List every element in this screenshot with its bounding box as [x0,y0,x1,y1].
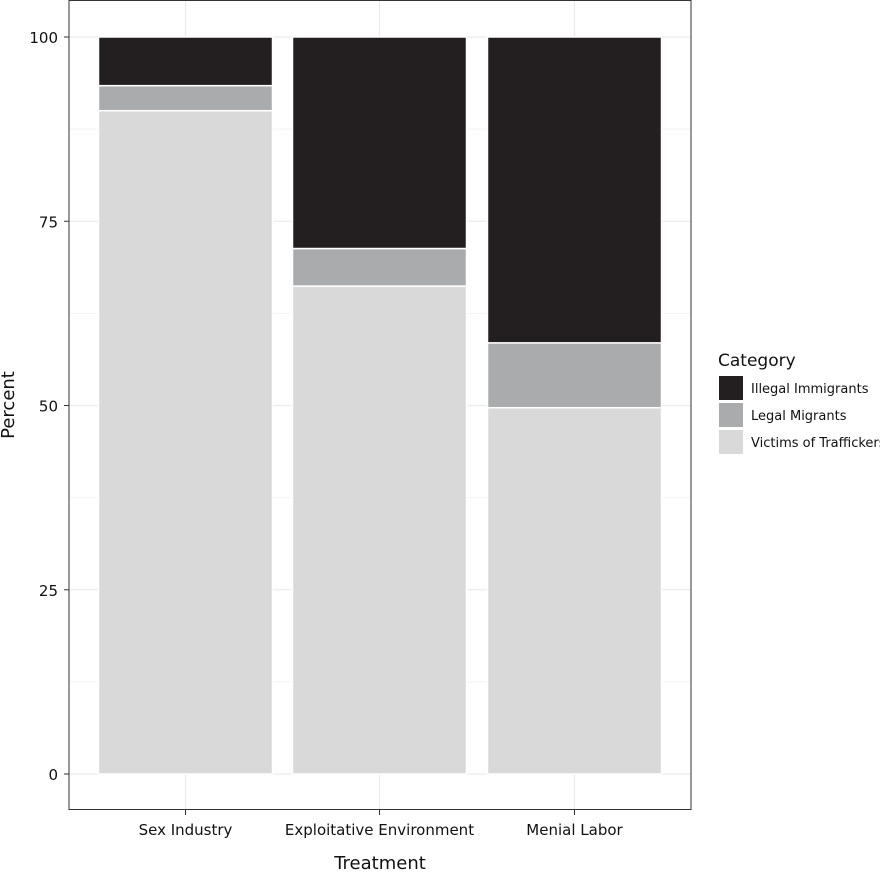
y-tick-label: 100 [29,29,58,47]
legend-swatch [719,376,743,400]
bar-segment-legal-migrants [486,342,663,409]
bars [97,36,663,775]
y-axis-title: Percent [0,371,19,439]
bar-segment-victims-of-traffickers [291,285,468,775]
bar-segment-illegal-immigrants [97,36,274,87]
y-axis: 0 25 50 75 100 [29,29,69,784]
x-axis-title: Treatment [333,853,426,870]
x-tick-label: Sex Industry [139,821,233,839]
bar-segment-legal-migrants [97,84,274,112]
y-tick-label: 75 [39,213,58,231]
legend-label: Victims of Traffickers [751,436,880,451]
bar-segment-illegal-immigrants [486,36,663,344]
legend-swatch [719,403,743,427]
bar-segment-illegal-immigrants [291,36,468,250]
legend: Category Illegal Immigrants Legal Migrant… [718,351,880,454]
bar-segment-victims-of-traffickers [486,406,663,775]
x-tick-label: Menial Labor [526,821,623,839]
legend-title: Category [718,351,796,371]
y-tick-label: 50 [39,398,58,416]
bar-segment-legal-migrants [291,247,468,287]
bar-segment-victims-of-traffickers [97,109,274,775]
x-tick-label: Exploitative Environment [285,821,474,839]
y-tick-label: 25 [39,582,58,600]
x-axis: Sex Industry Exploitative Environment Meni… [139,810,624,839]
legend-swatch [719,430,743,454]
legend-label: Illegal Immigrants [751,382,869,397]
legend-label: Legal Migrants [751,409,847,424]
y-tick-label: 0 [48,766,58,784]
